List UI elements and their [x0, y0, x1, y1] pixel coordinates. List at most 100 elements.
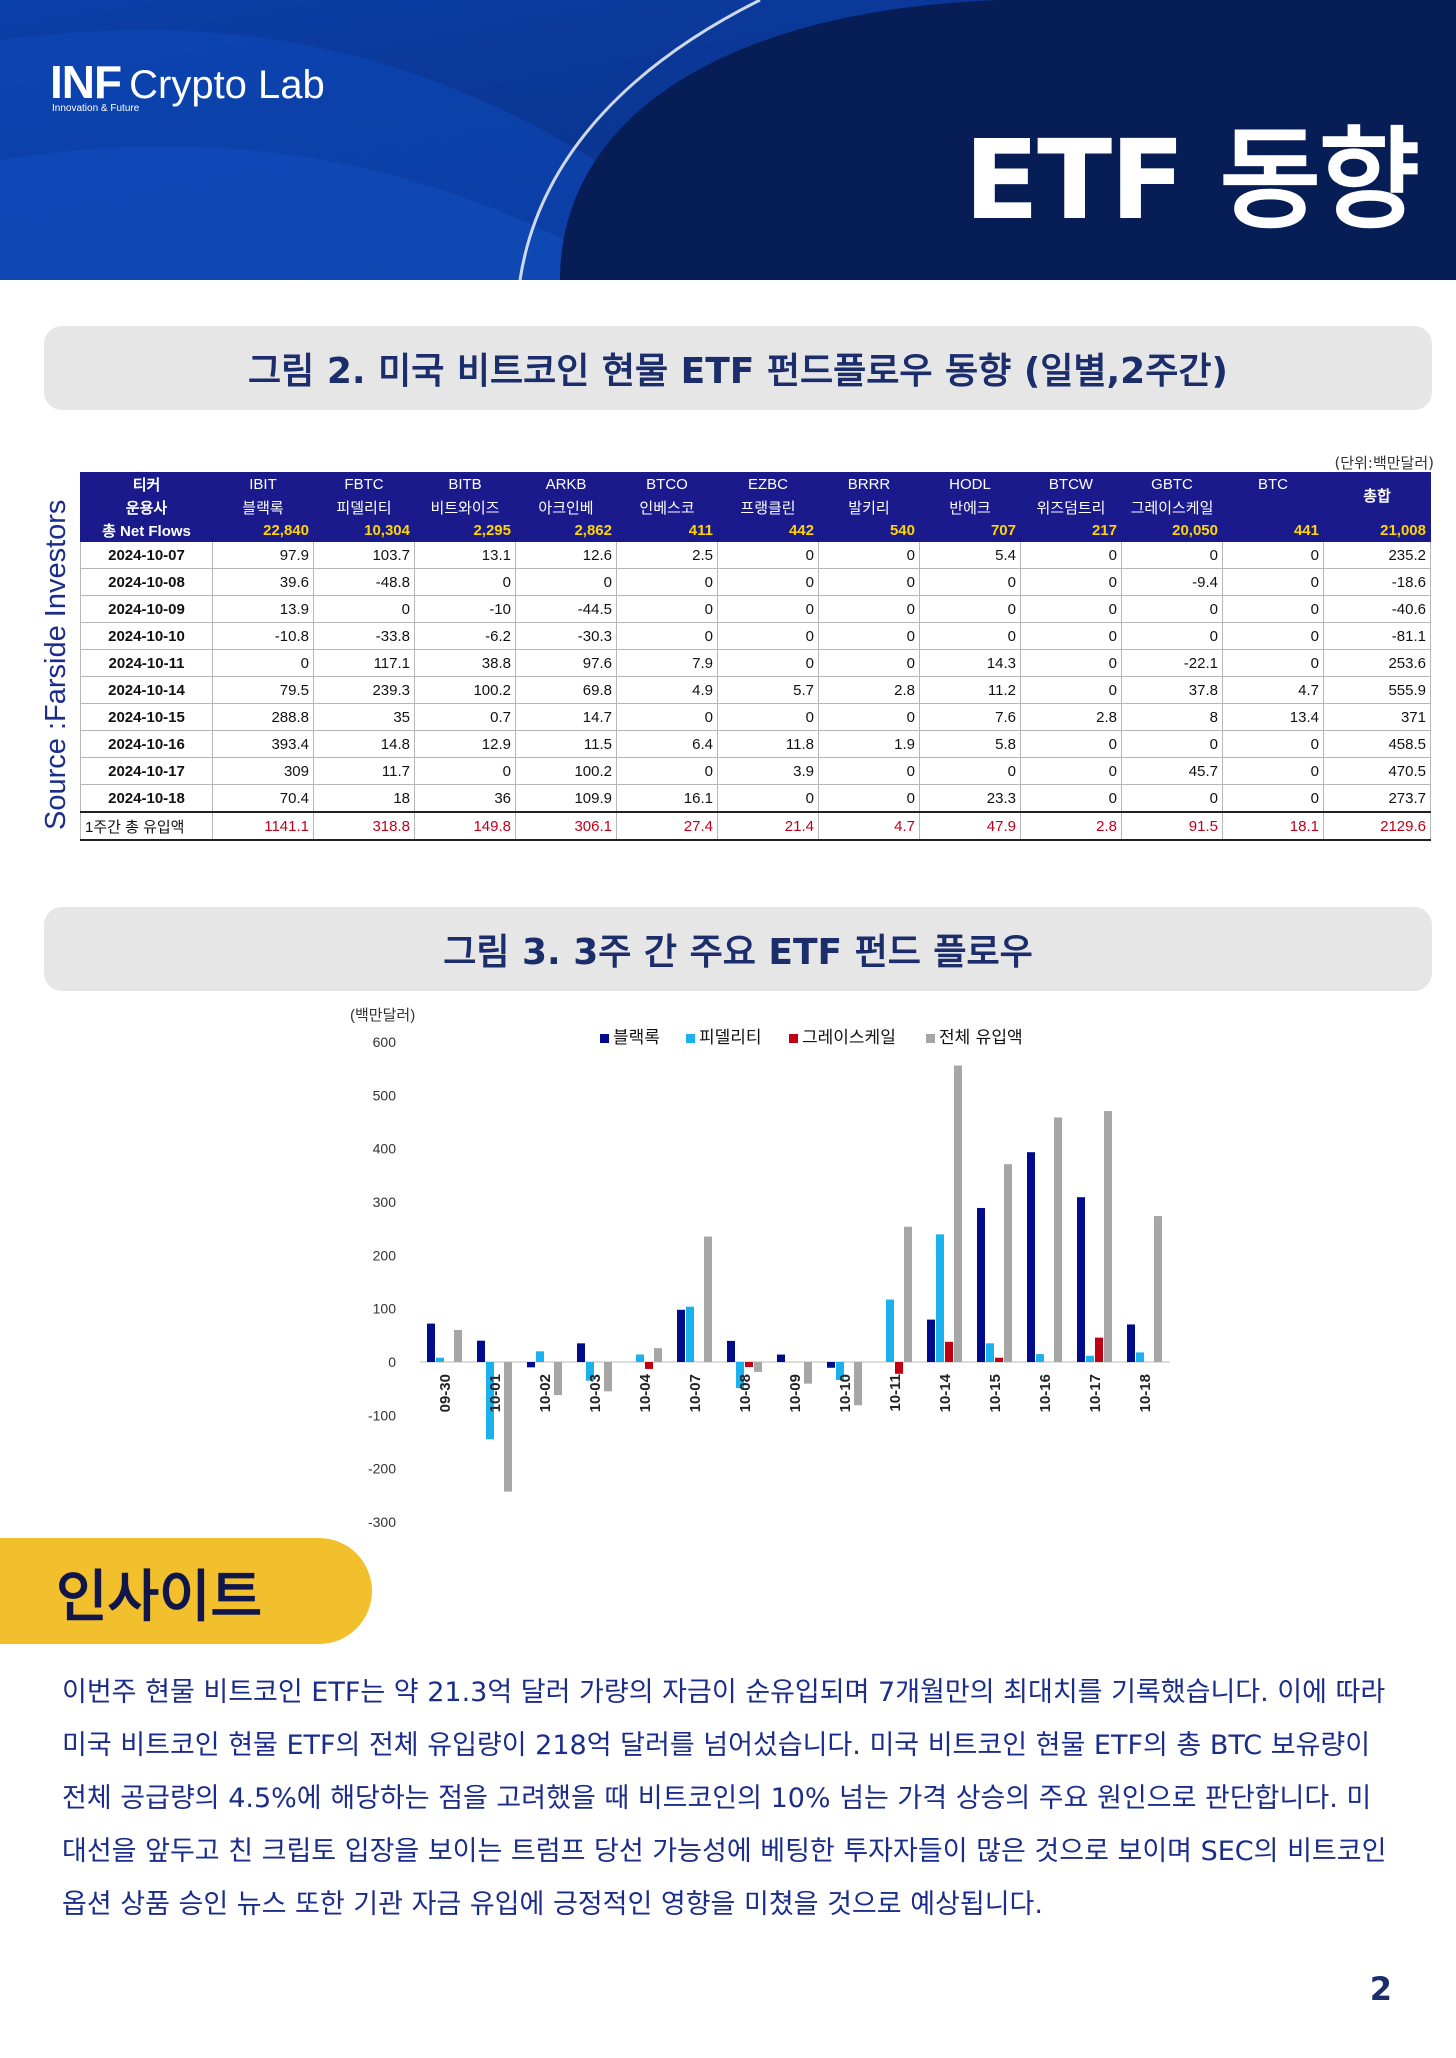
table-row: 2024-10-16 393.4 14.8 12.9 11.5 6.4 11.8 1.9 5.8… — [80, 730, 1431, 758]
y-tick-label: 100 — [373, 1301, 397, 1317]
flow-cell: 14.8 — [313, 730, 415, 758]
ticker-cell: ARKB — [515, 472, 617, 496]
flow-cell: -81.1 — [1323, 622, 1431, 650]
flow-cell: 109.9 — [515, 784, 617, 813]
bar-전체 유입액 — [1154, 1216, 1162, 1362]
flow-cell: 14.7 — [515, 703, 617, 731]
legend-swatch — [789, 1034, 798, 1043]
flow-cell: -10.8 — [212, 622, 314, 650]
net-flow-cell: 20,050 — [1121, 518, 1223, 542]
flow-cell: -48.8 — [313, 568, 415, 596]
flow-cell: 371 — [1323, 703, 1431, 731]
bar-전체 유입액 — [904, 1226, 912, 1362]
flow-cell: 70.4 — [212, 784, 314, 813]
net-flow-cell: 22,840 — [212, 518, 314, 542]
flow-cell: 555.9 — [1323, 676, 1431, 704]
flow-cell: -33.8 — [313, 622, 415, 650]
flow-cell: -18.6 — [1323, 568, 1431, 596]
weekly-total-cell: 306.1 — [515, 811, 617, 841]
flow-cell: -30.3 — [515, 622, 617, 650]
bar-피델리티 — [686, 1306, 694, 1362]
y-tick-label: -200 — [368, 1461, 396, 1477]
row-date: 2024-10-10 — [80, 622, 213, 650]
weekly-total-cell: 149.8 — [414, 811, 516, 841]
flow-cell: 4.9 — [616, 676, 718, 704]
bar-블랙록 — [1127, 1324, 1135, 1362]
flow-cell: 11.5 — [515, 730, 617, 758]
bar-전체 유입액 — [1054, 1117, 1062, 1362]
bar-피델리티 — [1136, 1352, 1144, 1362]
flow-cell: 14.3 — [919, 649, 1021, 677]
row-date: 2024-10-11 — [80, 649, 213, 677]
bar-피델리티 — [636, 1354, 644, 1362]
flow-cell: 11.8 — [717, 730, 819, 758]
etf-flow-chart: (백만달러) 600 500 400 300 200 100 0 -100 -200 -300 09-… — [340, 1000, 1200, 1540]
ticker-cell: IBIT — [212, 472, 314, 496]
table-row: 2024-10-15 288.8 35 0.7 14.7 0 0 0 7.6 2.8 8 13.4 37… — [80, 703, 1431, 731]
flow-cell: 103.7 — [313, 541, 415, 569]
net-flow-cell: 441 — [1222, 518, 1324, 542]
flow-cell: 0 — [717, 595, 819, 623]
flow-cell: 0 — [919, 622, 1021, 650]
flow-cell: 393.4 — [212, 730, 314, 758]
row-date: 2024-10-15 — [80, 703, 213, 731]
bar-그레이스케일 — [945, 1341, 953, 1362]
flow-cell: -22.1 — [1121, 649, 1223, 677]
flow-cell: 0 — [1222, 649, 1324, 677]
flow-cell: 239.3 — [313, 676, 415, 704]
flow-cell: 288.8 — [212, 703, 314, 731]
row-date: 2024-10-17 — [80, 757, 213, 785]
bar-전체 유입액 — [704, 1236, 712, 1362]
weekly-total-cell: 21.4 — [717, 811, 819, 841]
flow-cell: 458.5 — [1323, 730, 1431, 758]
row-date: 2024-10-08 — [80, 568, 213, 596]
flow-cell: 13.4 — [1222, 703, 1324, 731]
net-flow-cell: 217 — [1020, 518, 1122, 542]
source-label: Source :Farside Investors — [40, 499, 72, 830]
flow-cell: 2.8 — [818, 676, 920, 704]
x-tick-label: 10-01 — [487, 1374, 504, 1412]
logo-main: INF — [50, 56, 122, 108]
ticker-cell: HODL — [919, 472, 1021, 496]
flow-cell: 253.6 — [1323, 649, 1431, 677]
flow-cell: 0 — [1020, 595, 1122, 623]
logo-sub: Crypto Lab — [129, 63, 325, 107]
flow-cell: 37.8 — [1121, 676, 1223, 704]
flow-cell: 470.5 — [1323, 757, 1431, 785]
flow-cell: 18 — [313, 784, 415, 813]
manager-cell: 프랭클린 — [717, 495, 819, 519]
flow-cell: 0 — [717, 703, 819, 731]
insight-body: 이번주 현물 비트코인 ETF는 약 21.3억 달러 가량의 자금이 순유입되… — [62, 1677, 1387, 1920]
bar-전체 유입액 — [804, 1362, 812, 1384]
y-tick-label: 600 — [373, 1034, 397, 1050]
y-tick-label: 200 — [373, 1247, 397, 1263]
bar-전체 유입액 — [1104, 1111, 1112, 1362]
ticker-cell: GBTC — [1121, 472, 1223, 496]
table-row: 2024-10-07 97.9 103.7 13.1 12.6 2.5 0 0 5.4 0 0 0 23… — [80, 541, 1431, 569]
flow-cell: 13.9 — [212, 595, 314, 623]
flow-cell: 97.9 — [212, 541, 314, 569]
flow-cell: 0 — [1020, 568, 1122, 596]
insight-tag: 인사이트 — [0, 1538, 372, 1644]
weekly-total-cell: 47.9 — [919, 811, 1021, 841]
bar-피델리티 — [736, 1362, 744, 1389]
manager-cell — [1222, 495, 1324, 519]
flow-cell: 0 — [616, 568, 718, 596]
flow-cell: 0 — [1020, 757, 1122, 785]
weekly-total-cell: 91.5 — [1121, 811, 1223, 841]
row-date: 2024-10-18 — [80, 784, 213, 813]
ticker-cell: EZBC — [717, 472, 819, 496]
y-tick-label: 400 — [373, 1141, 397, 1157]
flow-cell: 0 — [818, 541, 920, 569]
flow-cell: 5.7 — [717, 676, 819, 704]
unit-note: (단위:백만달러) — [1334, 454, 1434, 472]
logo-tagline: Innovation & Future — [52, 103, 140, 114]
x-tick-label: 09-30 — [437, 1374, 454, 1412]
flow-cell: 0 — [1020, 541, 1122, 569]
figure3-title-bar: 그림 3. 3주 간 주요 ETF 펀드 플로우 — [44, 907, 1432, 991]
flow-cell: 23.3 — [919, 784, 1021, 813]
table-row: 2024-10-18 70.4 18 36 109.9 16.1 0 0 23.3 0 0 0 273.… — [80, 784, 1431, 813]
row-date: 2024-10-16 — [80, 730, 213, 758]
page-header: INF Crypto Lab Innovation & Future ETF 동향 — [0, 0, 1456, 280]
bar-피델리티 — [536, 1351, 544, 1362]
